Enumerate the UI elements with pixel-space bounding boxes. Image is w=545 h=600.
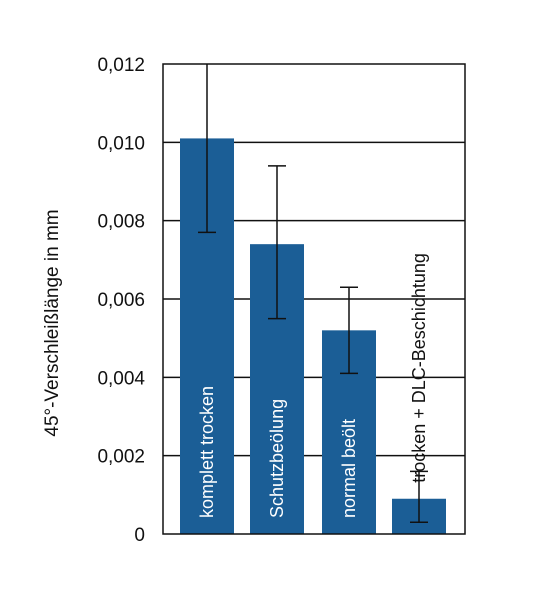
y-tick-label: 0,004 xyxy=(97,368,145,389)
y-tick-label: 0,006 xyxy=(97,290,145,311)
bar-labels: komplett trocken Schutzbeölung normal beöl… xyxy=(197,253,429,518)
bar-category-label: trocken + DLC-Beschichtung xyxy=(409,253,429,483)
plot-frame xyxy=(162,63,466,535)
y-tick-labels: 0 0,002 0,004 0,006 0,008 0,010 0,012 xyxy=(97,55,145,546)
y-tick-label: 0,010 xyxy=(97,133,145,154)
error-bars xyxy=(198,64,428,523)
y-tick-label: 0 xyxy=(134,525,145,546)
bar-category-label: Schutzbeölung xyxy=(267,399,287,518)
bars xyxy=(180,138,446,534)
y-tick-label: 0,002 xyxy=(97,447,145,468)
bar-category-label: normal beölt xyxy=(339,419,359,518)
bar-category-label: komplett trocken xyxy=(197,386,217,518)
y-axis-label: 45°-Verschleißlänge in mm xyxy=(42,209,63,436)
y-tick-label: 0,008 xyxy=(97,212,145,233)
y-tick-label: 0,012 xyxy=(97,55,145,76)
